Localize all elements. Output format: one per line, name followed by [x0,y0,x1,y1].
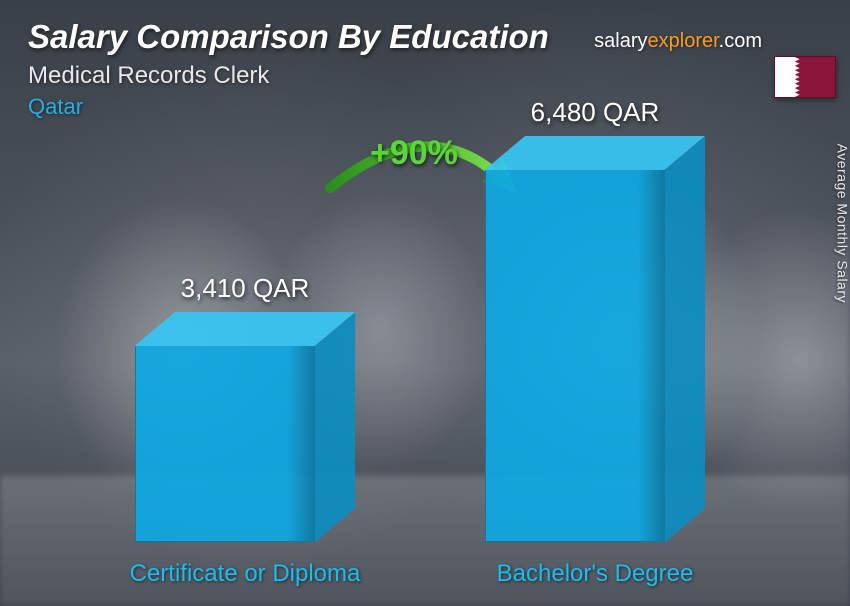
bar-side [665,136,705,542]
increase-arrow-icon [0,0,850,606]
bar-front [135,346,315,542]
chart-area: +90% 3,410 QAR Certificate or Diploma 6,48… [0,0,850,606]
bar-value-label: 6,480 QAR [485,97,705,128]
bar-side [315,312,355,542]
bar-category-label: Bachelor's Degree [445,560,745,588]
infographic-canvas: Salary Comparison By Education Medical R… [0,0,850,606]
percent-increase-label: +90% [370,134,458,173]
bar: 3,410 QAR [135,346,355,542]
bar-front [485,170,665,542]
bar-category-label: Certificate or Diploma [95,560,395,588]
bar-value-label: 3,410 QAR [135,273,355,304]
bar: 6,480 QAR [485,170,705,542]
